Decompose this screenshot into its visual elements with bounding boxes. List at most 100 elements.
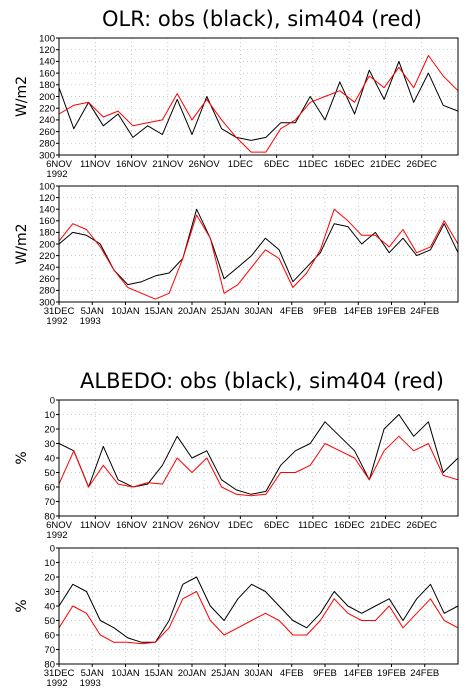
x-tick-label: 6NOV: [46, 520, 73, 531]
y-tick-label: 280: [39, 139, 55, 150]
x-tick-label: 30JAN: [244, 668, 273, 679]
y-axis-label: W/m2: [14, 223, 30, 264]
x-tick-label: 26DEC: [406, 520, 437, 531]
y-tick-label: 60: [44, 630, 55, 641]
x-tick-label: 24FEB: [410, 306, 439, 317]
y-axis-label: %: [14, 451, 30, 464]
x-tick-label: 25JAN: [211, 668, 240, 679]
x-tick-label: 14FEB: [344, 306, 373, 317]
x-tick-label: 6NOV: [46, 159, 73, 170]
x-tick-label: 26NOV: [189, 520, 221, 531]
y-tick-label: 140: [39, 205, 55, 216]
y-tick-label: 160: [39, 68, 55, 79]
y-tick-label: 30: [44, 587, 55, 598]
x-tick-label: 1DEC: [228, 520, 253, 531]
x-tick-label: 4FEB: [280, 668, 304, 679]
x-tick-label: 31DEC: [44, 306, 75, 317]
x-tick-label: 21DEC: [370, 520, 401, 531]
y-tick-label: 240: [39, 115, 55, 126]
x-tick-year: 1993: [80, 316, 101, 327]
x-tick-label: 16NOV: [116, 159, 148, 170]
x-tick-label: 11NOV: [80, 520, 111, 531]
x-tick-label: 20JAN: [178, 306, 207, 317]
y-axis-label: %: [14, 599, 30, 612]
x-tick-label: 16DEC: [334, 159, 365, 170]
x-tick-label: 26DEC: [406, 159, 437, 170]
x-tick-label: 16NOV: [116, 520, 148, 531]
chart-panels: 1001201401601802002202402602803006NOV199…: [14, 33, 459, 689]
series-line-obs: [58, 414, 459, 495]
y-tick-label: 220: [39, 104, 55, 115]
y-tick-label: 300: [39, 297, 55, 308]
series-line-sim404: [58, 208, 459, 300]
chart-panel-2: 10012014016018020022024026028030031DEC19…: [14, 181, 459, 327]
x-tick-year: 1993: [80, 678, 101, 689]
y-tick-label: 260: [39, 127, 55, 138]
x-tick-label: 6DEC: [264, 159, 289, 170]
y-tick-label: 240: [39, 263, 55, 274]
y-tick-label: 0: [50, 395, 55, 406]
y-tick-label: 30: [44, 439, 55, 450]
plot-frame: [58, 185, 459, 303]
x-tick-label: 11DEC: [298, 159, 328, 170]
y-tick-label: 140: [39, 57, 55, 68]
x-tick-label: 14FEB: [344, 668, 373, 679]
x-tick-label: 31DEC: [44, 668, 75, 679]
series-line-obs: [58, 208, 459, 286]
x-tick-label: 10JAN: [111, 306, 140, 317]
x-tick-label: 26NOV: [189, 159, 221, 170]
y-tick-label: 160: [39, 216, 55, 227]
plot-frame: [58, 399, 459, 517]
x-tick-label: 1DEC: [228, 159, 253, 170]
x-tick-label: 16DEC: [334, 520, 365, 531]
x-tick-label: 9FEB: [313, 668, 337, 679]
x-tick-label: 9FEB: [313, 306, 337, 317]
y-tick-label: 200: [39, 239, 55, 250]
y-tick-label: 220: [39, 251, 55, 262]
x-tick-label: 19FEB: [377, 668, 406, 679]
y-tick-label: 180: [39, 228, 55, 239]
y-axis-label: W/m2: [14, 76, 30, 117]
y-tick-label: 20: [44, 572, 55, 583]
chart-panel-1: 1001201401601802002202402602803006NOV199…: [14, 33, 459, 180]
x-tick-label: 5JAN: [81, 668, 104, 679]
y-tick-label: 50: [44, 468, 55, 479]
x-tick-label: 19FEB: [377, 306, 406, 317]
y-tick-label: 80: [44, 659, 55, 670]
x-tick-year: 1992: [46, 316, 67, 327]
y-tick-label: 180: [39, 80, 55, 91]
y-tick-label: 120: [39, 45, 55, 56]
y-tick-label: 70: [44, 497, 55, 508]
y-tick-label: 40: [44, 601, 55, 612]
x-tick-label: 5JAN: [81, 306, 104, 317]
y-tick-label: 40: [44, 453, 55, 464]
series-line-sim404: [58, 591, 459, 645]
x-tick-label: 21NOV: [152, 520, 184, 531]
y-tick-label: 80: [44, 511, 55, 522]
x-tick-label: 15JAN: [144, 668, 173, 679]
x-tick-label: 4FEB: [280, 306, 304, 317]
x-tick-label: 21DEC: [370, 159, 401, 170]
y-tick-label: 120: [39, 193, 55, 204]
y-tick-label: 300: [39, 150, 55, 161]
y-tick-label: 100: [39, 33, 55, 44]
x-tick-label: 21NOV: [152, 159, 184, 170]
olr-title: OLR: obs (black), sim404 (red): [102, 7, 422, 31]
y-tick-label: 100: [39, 181, 55, 192]
series-line-obs: [58, 60, 459, 141]
plot-frame: [58, 37, 459, 156]
x-tick-label: 11NOV: [80, 159, 111, 170]
y-tick-label: 280: [39, 286, 55, 297]
y-tick-label: 50: [44, 616, 55, 627]
x-tick-year: 1992: [46, 169, 67, 180]
y-tick-label: 70: [44, 645, 55, 656]
series-line-sim404: [58, 435, 459, 497]
y-tick-label: 10: [44, 410, 55, 421]
x-tick-label: 15JAN: [144, 306, 173, 317]
y-tick-label: 20: [44, 424, 55, 435]
series-line-obs: [58, 576, 459, 643]
x-tick-label: 25JAN: [211, 306, 240, 317]
